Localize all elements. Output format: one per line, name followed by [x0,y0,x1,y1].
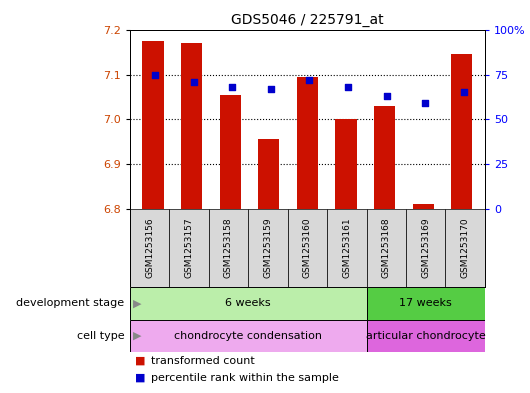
Bar [181,43,202,209]
Text: GSM1253156: GSM1253156 [145,218,154,278]
Text: GSM1253159: GSM1253159 [263,218,272,278]
Bar [446,209,485,287]
Text: cell type: cell type [77,331,125,341]
Text: 17 weeks: 17 weeks [400,298,452,309]
Bar [169,209,209,287]
Text: GSM1253168: GSM1253168 [382,218,391,278]
Bar [406,209,446,287]
Text: GSM1253170: GSM1253170 [461,218,470,278]
Bar [209,209,248,287]
Bar [288,209,327,287]
Point [305,77,314,83]
Text: chondrocyte condensation: chondrocyte condensation [174,331,322,341]
Text: 6 weeks: 6 weeks [225,298,271,309]
Point [382,93,391,99]
Text: ■: ■ [135,356,146,366]
Text: articular chondrocyte: articular chondrocyte [366,331,485,341]
Bar [219,95,241,209]
Bar [130,287,367,320]
Point [189,79,198,85]
Text: ■: ■ [135,373,146,383]
Point [151,72,159,78]
Bar [335,119,357,209]
Bar [130,209,169,287]
Text: ▶: ▶ [132,298,141,309]
Text: GSM1253158: GSM1253158 [224,218,233,278]
Bar [374,106,395,209]
Bar [367,287,485,320]
Bar [451,55,472,209]
Bar [412,204,434,209]
Text: GSM1253169: GSM1253169 [421,218,430,278]
Text: GSM1253157: GSM1253157 [184,218,193,278]
Text: GSM1253161: GSM1253161 [342,218,351,278]
Text: development stage: development stage [16,298,125,309]
Bar [248,209,288,287]
Bar [327,209,367,287]
Text: GSM1253160: GSM1253160 [303,218,312,278]
Bar [130,320,367,352]
Point [228,84,236,90]
Point [343,84,352,90]
Bar [258,140,279,209]
Point [267,86,275,92]
Bar [367,209,406,287]
Title: GDS5046 / 225791_at: GDS5046 / 225791_at [231,13,384,28]
Text: ▶: ▶ [132,331,141,341]
Bar [367,320,485,352]
Bar [143,41,164,209]
Text: percentile rank within the sample: percentile rank within the sample [151,373,339,383]
Bar [297,77,318,209]
Point [460,89,468,95]
Text: transformed count: transformed count [151,356,255,366]
Point [421,100,429,107]
